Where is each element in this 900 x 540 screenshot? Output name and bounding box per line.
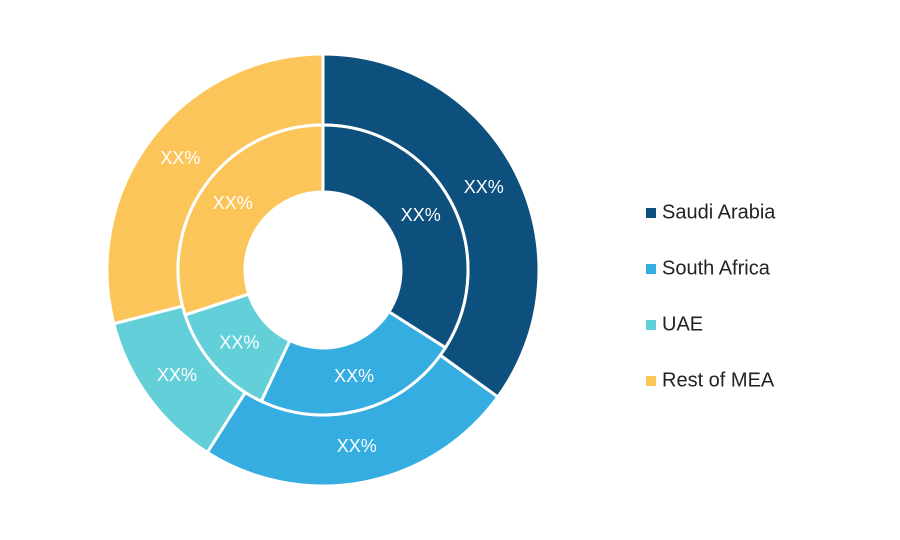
legend-swatch [646,208,656,218]
legend-swatch [646,264,656,274]
segment-label: XX% [334,366,374,386]
legend-label: Rest of MEA [662,369,775,391]
donut-segment [259,309,448,417]
donut-segment [176,123,325,317]
segment-label: XX% [157,365,197,385]
segment-label: XX% [219,332,259,352]
legend-label: South Africa [662,257,771,279]
legend-swatch [646,320,656,330]
segment-label: XX% [401,205,441,225]
segment-label: XX% [160,148,200,168]
legend-label: Saudi Arabia [662,201,776,223]
segment-label: XX% [464,177,504,197]
segment-label: XX% [213,193,253,213]
legend-label: UAE [662,313,703,335]
segment-label: XX% [337,436,377,456]
donut-segment [321,123,470,350]
legend-swatch [646,376,656,386]
